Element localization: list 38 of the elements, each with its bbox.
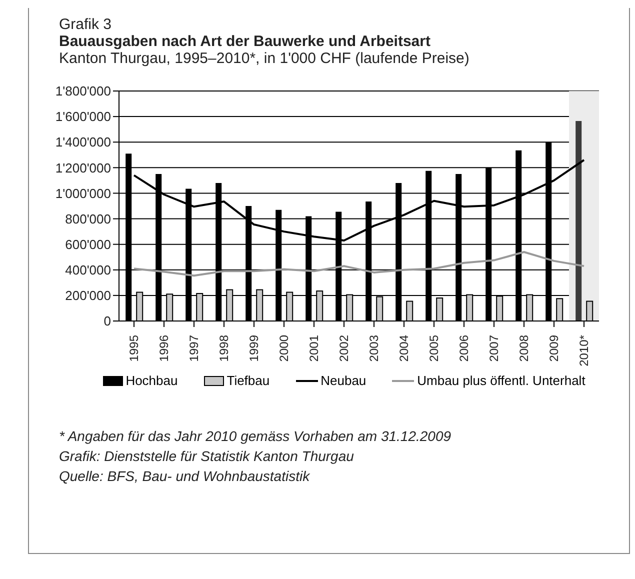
x-tick-label: 1999 [247, 334, 261, 362]
text: Grafik: Dienststelle für Statistik Kanton Thurgau [59, 447, 355, 466]
chart-title: Bauausgaben nach Art der Bauwerke und Arbeitsart [59, 33, 432, 50]
x-tick-label: 1998 [217, 334, 231, 362]
legend-label: Umbau plus öffentl. Unterhalt [417, 373, 586, 388]
y-tick-label: 800'000 [65, 211, 111, 226]
x-tick-label: 2005 [427, 334, 441, 362]
legend-label: Neubau [320, 373, 366, 388]
y-tick-label: 600'000 [65, 236, 111, 252]
source-note: Quelle: BFS, Bau- und Wohnbaustatistik [59, 467, 311, 486]
y-tick-label: 1'800'000 [55, 84, 111, 99]
x-tick-label: 2001 [307, 334, 321, 362]
x-tick-label: 2003 [367, 334, 381, 362]
y-tick-label: 1'200'000 [55, 160, 111, 176]
y-tick-label: 400'000 [65, 262, 111, 278]
text: Grafik 3 [59, 16, 113, 33]
x-tick-label: 2002 [337, 334, 351, 362]
x-tick-label: 1995 [127, 334, 141, 362]
text: * Angaben für das Jahr 2010 gemäss Vorhaben am 31.12.2009 [59, 427, 452, 446]
x-tick-label: 2007 [487, 334, 501, 362]
x-tick-label: 2006 [457, 334, 471, 362]
bar [576, 121, 582, 321]
y-tick-label: 200'000 [65, 288, 111, 304]
y-tick-label: 0 [104, 314, 111, 329]
y-tick-label: 1'600'000 [55, 109, 111, 124]
x-tick-label: 2010* [577, 334, 591, 366]
y-tick-label: 1'000'000 [55, 186, 111, 201]
legend-label: Tiefbau [226, 373, 270, 388]
x-tick-label: 2008 [517, 334, 531, 362]
x-tick-label: 2000 [277, 334, 291, 362]
x-tick-label: 1997 [187, 334, 201, 362]
x-tick-label: 2004 [397, 334, 411, 362]
legend-label: Hochbau [126, 373, 178, 388]
y-tick-label: 1'400'000 [55, 134, 111, 150]
chart-subtitle: Kanton Thurgau, 1995–2010*, in 1'000 CHF (laufende Preise) [59, 50, 470, 67]
x-tick-label: 1996 [157, 334, 171, 362]
line-series [133, 251, 585, 277]
x-tick-label: 2009 [547, 334, 561, 362]
